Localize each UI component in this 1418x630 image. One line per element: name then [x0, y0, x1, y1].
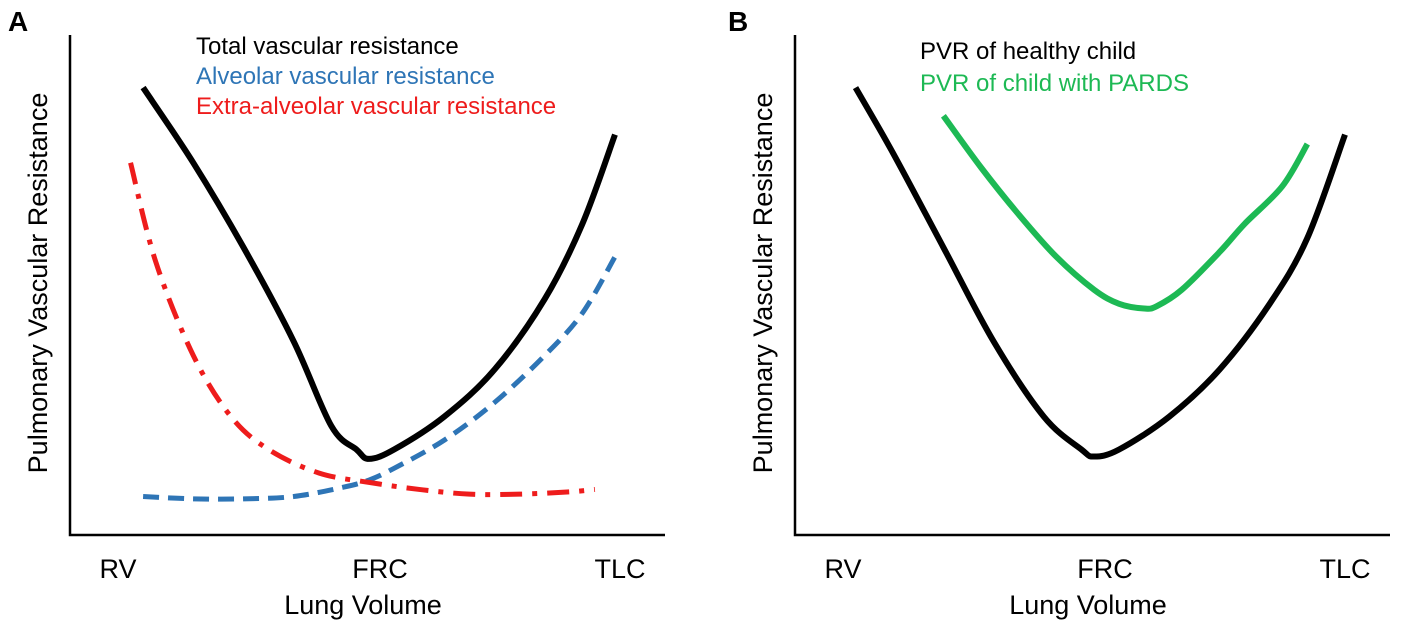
panel-b-xtick-tlc: TLC — [1319, 554, 1370, 584]
panel-b-xtick-rv: RV — [824, 554, 861, 584]
panel-b-x-axis-title: Lung Volume — [1009, 590, 1167, 620]
panel-b-y-axis-title: Pulmonary Vascular Resistance — [748, 93, 778, 474]
panel-a-legend: Total vascular resistance Alveolar vascu… — [196, 33, 556, 120]
legend-item-pvr-healthy-child: PVR of healthy child — [920, 38, 1136, 65]
panel-a-x-axis-title: Lung Volume — [284, 590, 442, 620]
panel-a-xtick-tlc: TLC — [594, 554, 645, 584]
panel-a-xtick-rv: RV — [99, 554, 136, 584]
panel-a-y-axis-title: Pulmonary Vascular Resistance — [23, 93, 53, 474]
series-line-a-alveolar-vascular-resistance — [142, 255, 618, 502]
series-line-a-extra-alveolar-vascular-resistance — [128, 162, 596, 498]
panel-a-label: A — [8, 6, 28, 37]
panel-b: B PVR of healthy child PVR of child with… — [728, 6, 1390, 620]
panel-b-axes — [793, 35, 1390, 537]
panel-b-curves — [852, 86, 1348, 460]
series-line-a-total-vascular-resistance — [140, 85, 618, 462]
panel-a-curves — [128, 85, 618, 502]
panel-b-label: B — [728, 6, 748, 37]
legend-item-pvr-pards-child: PVR of child with PARDS — [920, 70, 1189, 97]
legend-item-total-vascular-resistance: Total vascular resistance — [196, 33, 459, 60]
legend-item-alveolar-vascular-resistance: Alveolar vascular resistance — [196, 63, 495, 90]
series-line-b-pvr-of-child-with-pards — [940, 114, 1310, 312]
legend-item-extra-alveolar-vascular-resistance: Extra-alveolar vascular resistance — [196, 93, 556, 120]
panel-b-xtick-frc: FRC — [1077, 554, 1133, 584]
panel-b-legend: PVR of healthy child PVR of child with P… — [920, 38, 1189, 97]
panel-a-xtick-frc: FRC — [352, 554, 408, 584]
series-line-b-pvr-of-healthy-child — [852, 86, 1348, 460]
panel-a: A Total vascular resistance Alveolar vas… — [8, 6, 665, 620]
panel-a-axes — [68, 35, 665, 537]
